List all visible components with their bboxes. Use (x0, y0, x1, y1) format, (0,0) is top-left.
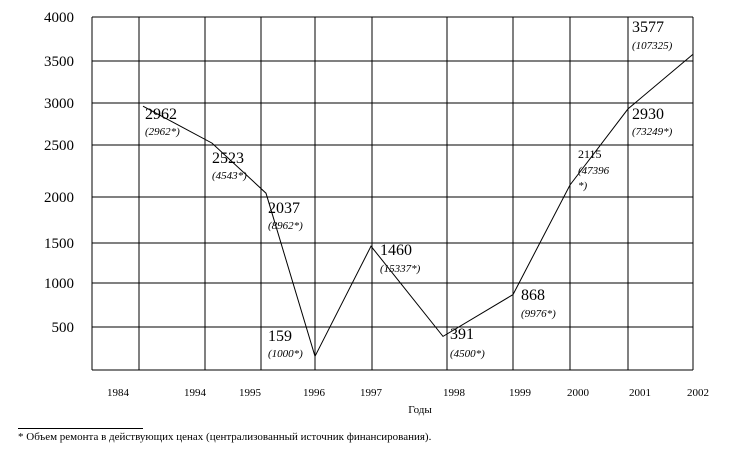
x-tick-label: 1997 (360, 387, 383, 399)
x-tick-label: 2000 (567, 387, 590, 399)
y-axis-ticks: 500 1000 1500 2000 2500 3000 3500 4000 (44, 10, 74, 336)
y-tick-label: 500 (52, 320, 75, 336)
data-value-label: 2523 (212, 150, 244, 167)
y-tick-label: 3500 (44, 54, 74, 70)
x-tick-label: 2002 (687, 387, 709, 399)
data-value-label: 2115 (578, 147, 602, 161)
x-axis-label: Годы (408, 404, 432, 416)
data-secondary-label: (2962*) (145, 126, 180, 138)
data-secondary-label: (4543*) (212, 170, 247, 182)
data-secondary-label: (1000*) (268, 348, 303, 360)
x-tick-label: 1994 (184, 387, 207, 399)
y-tick-label: 3000 (44, 96, 74, 112)
y-tick-label: 4000 (44, 10, 74, 26)
data-value-label: 3577 (632, 19, 664, 36)
x-tick-label: 2001 (629, 387, 651, 399)
data-secondary-label: (107325) (632, 40, 673, 52)
data-value-label: 159 (268, 328, 292, 345)
data-secondary-label: (73249*) (632, 126, 673, 138)
data-value-label: 2962 (145, 106, 177, 123)
y-tick-label: 1000 (44, 276, 74, 292)
x-tick-label: 1999 (509, 387, 532, 399)
gridlines (91, 16, 694, 371)
data-secondary-label: (9976*) (521, 308, 556, 320)
x-tick-label: 1984 (107, 387, 130, 399)
x-axis-ticks: 1984 1994 1995 1996 1997 1998 1999 2000 2001 2002 (107, 387, 709, 399)
data-value-label: 2930 (632, 106, 664, 123)
y-tick-label: 1500 (44, 236, 74, 252)
data-value-label: 391 (450, 326, 474, 343)
data-value-label: 868 (521, 287, 545, 304)
data-secondary-label: (8962*) (268, 220, 303, 232)
series-line (142, 53, 694, 358)
data-secondary-label: (15337*) (380, 263, 421, 275)
data-value-label: 1460 (380, 242, 412, 259)
data-labels: 2962 (2962*) 2523 (4543*) 2037 (8962*) 159 (100… (145, 19, 673, 360)
x-tick-label: 1998 (443, 387, 466, 399)
data-secondary-label: (4500*) (450, 348, 485, 360)
x-tick-label: 1995 (239, 387, 262, 399)
x-tick-label: 1996 (303, 387, 326, 399)
y-tick-label: 2000 (44, 190, 74, 206)
y-tick-label: 2500 (44, 138, 74, 154)
data-value-label: 2037 (268, 200, 300, 217)
footnote-rule (18, 428, 143, 429)
data-secondary-label: (47396 *) (578, 165, 610, 192)
footnote: * Объем ремонта в действующих ценах (цен… (18, 431, 432, 443)
